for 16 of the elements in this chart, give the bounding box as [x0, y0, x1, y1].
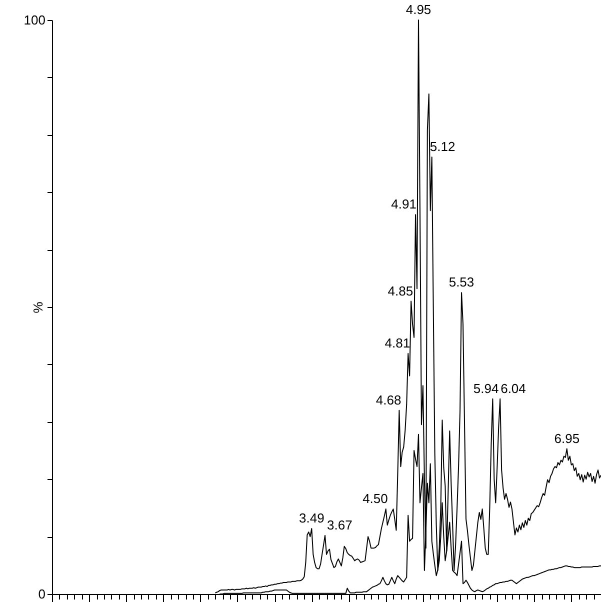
annotation: 6.95: [554, 430, 580, 446]
annotation: 4.81: [384, 336, 410, 351]
annotation: 5.53: [448, 274, 474, 290]
text: 4.95: [406, 2, 432, 18]
annotation: 5.12: [430, 139, 456, 154]
annotation: 6.04: [500, 380, 526, 396]
annotation: 3.49: [299, 510, 324, 526]
annotation: 4.68: [376, 392, 402, 408]
annotation: 4.50: [362, 491, 388, 506]
annotation: 4.85: [388, 283, 414, 298]
annotation: 4.91: [391, 196, 416, 212]
y-tick-label: 0: [38, 586, 46, 602]
annotation: 3.67: [326, 518, 352, 533]
y-tick-label: 100: [24, 12, 46, 28]
y-axis-title: %: [30, 301, 46, 314]
annotation: 5.94: [473, 380, 499, 396]
